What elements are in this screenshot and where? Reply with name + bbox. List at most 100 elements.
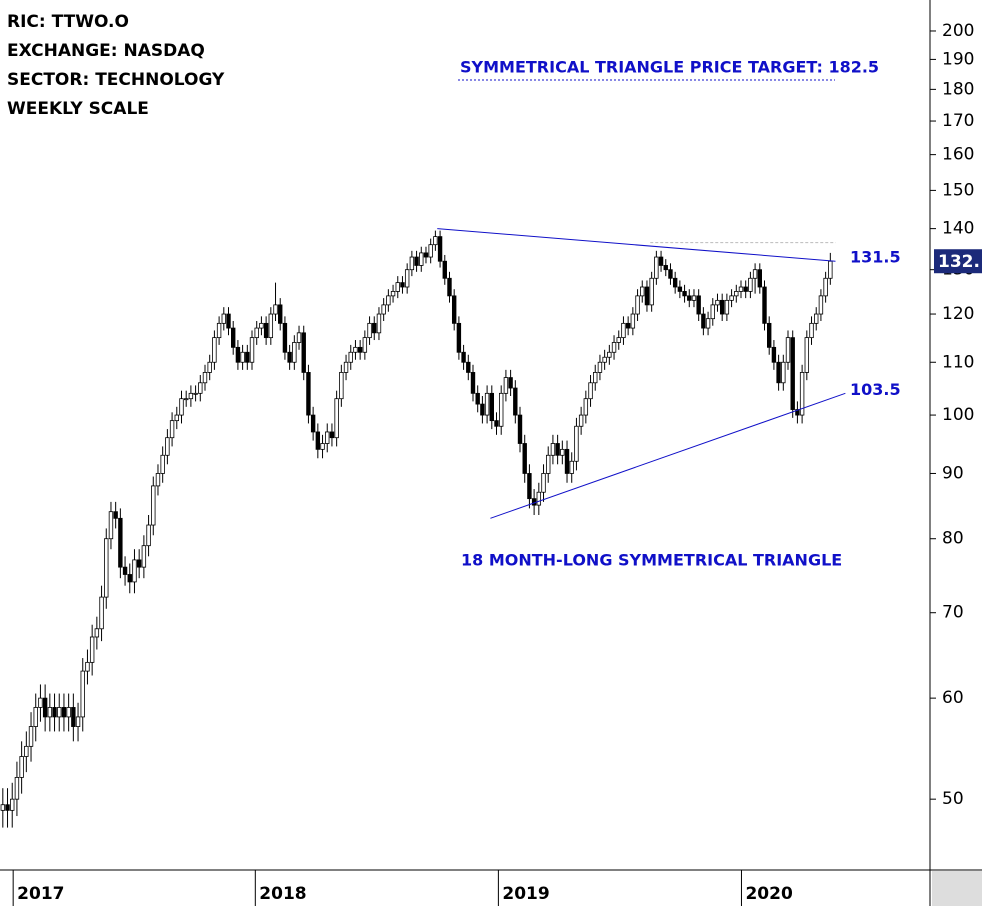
y-tick-label: 150	[942, 180, 974, 200]
candle-body	[546, 454, 551, 474]
candle-body	[621, 322, 626, 339]
candle-body	[245, 351, 250, 363]
candle-body	[61, 707, 67, 718]
y-tick-label: 190	[942, 49, 974, 69]
candle-body	[38, 697, 43, 708]
corner-box	[932, 871, 982, 906]
y-tick-label: 70	[942, 603, 964, 623]
candle-body	[273, 304, 278, 315]
candle-body	[466, 361, 471, 373]
candle-body	[240, 351, 245, 363]
candle-body	[823, 277, 828, 297]
candle-body	[80, 670, 85, 718]
candle-body	[597, 361, 603, 373]
candle-body	[649, 277, 654, 306]
candle-body	[781, 361, 786, 384]
candle-body	[658, 256, 664, 266]
candle-body	[146, 524, 151, 547]
x-tick-label: 2019	[502, 884, 549, 904]
candle-body	[705, 318, 711, 329]
candle-body	[169, 420, 175, 439]
candle-body	[729, 295, 734, 301]
candle-body	[795, 409, 800, 416]
candle-body	[757, 269, 762, 288]
candle-body	[296, 332, 302, 343]
last-price-box	[934, 249, 982, 274]
annotation: 18 MONTH-LONG SYMMETRICAL TRIANGLE	[461, 551, 842, 570]
candle-body	[470, 372, 476, 394]
candle-body	[136, 559, 142, 568]
candle-body	[513, 387, 518, 416]
candle-body	[226, 313, 231, 329]
y-tick-label: 160	[942, 145, 974, 165]
candle-body	[263, 322, 269, 339]
candle-body	[42, 697, 48, 718]
candle-body	[710, 304, 715, 320]
candle-body	[560, 448, 565, 456]
candle-body	[57, 707, 62, 718]
candle-body	[141, 545, 147, 568]
candle-body	[555, 443, 560, 456]
candle-body	[804, 337, 810, 373]
candle-body	[282, 322, 288, 353]
candle-body	[602, 356, 607, 363]
candle-body	[0, 804, 6, 811]
candle-body	[343, 361, 349, 373]
candle-body	[738, 286, 744, 292]
candle-body	[216, 322, 222, 339]
info-line: RIC: TTWO.O	[7, 12, 129, 32]
candle-body	[456, 322, 462, 353]
candle-body	[28, 726, 34, 747]
candle-body	[320, 443, 325, 450]
candle-body	[611, 342, 617, 353]
candle-body	[52, 707, 57, 718]
candle-body	[329, 431, 335, 439]
candle-body	[367, 322, 372, 339]
candle-body	[268, 313, 274, 339]
candle-body	[395, 282, 400, 292]
candle-body	[357, 346, 363, 353]
candle-body	[160, 454, 165, 474]
candle-body	[752, 269, 758, 279]
info-line: WEEKLY SCALE	[7, 99, 149, 119]
candle-body	[193, 392, 198, 395]
candle-body	[89, 636, 95, 663]
candle-body	[433, 236, 438, 246]
candle-body	[724, 299, 730, 315]
candle-body	[419, 252, 424, 266]
info-line: SECTOR: TECHNOLOGY	[7, 70, 225, 90]
candle-body	[809, 322, 814, 339]
trendline-label: 131.5	[850, 248, 901, 267]
candle-body	[381, 304, 386, 315]
candle-body	[155, 473, 161, 487]
candle-body	[85, 661, 90, 672]
candle-body	[790, 337, 795, 410]
candle-body	[310, 414, 316, 433]
candle-body	[734, 291, 739, 297]
candle-body	[386, 295, 391, 306]
candle-body	[235, 346, 241, 363]
candle-body	[682, 291, 687, 297]
candle-body	[376, 313, 382, 334]
candle-body	[306, 372, 311, 416]
candle-body	[437, 236, 443, 262]
candle-body	[212, 337, 217, 363]
candle-body	[174, 414, 179, 422]
candle-body	[409, 256, 415, 271]
candle-body	[71, 707, 76, 727]
candle-body	[743, 286, 748, 292]
candle-body	[14, 777, 20, 800]
candle-body	[188, 392, 194, 400]
candle-body	[423, 252, 429, 258]
y-tick-label: 200	[942, 21, 974, 41]
trendline	[490, 392, 846, 519]
candle-body	[480, 403, 485, 416]
candle-body	[654, 256, 659, 279]
y-tick-label: 110	[942, 352, 974, 372]
candle-body	[767, 322, 772, 348]
candle-body	[254, 327, 259, 339]
x-tick-label: 2020	[745, 884, 792, 904]
candle-body	[179, 398, 184, 416]
candle-body	[404, 269, 410, 288]
candle-body	[541, 473, 546, 493]
